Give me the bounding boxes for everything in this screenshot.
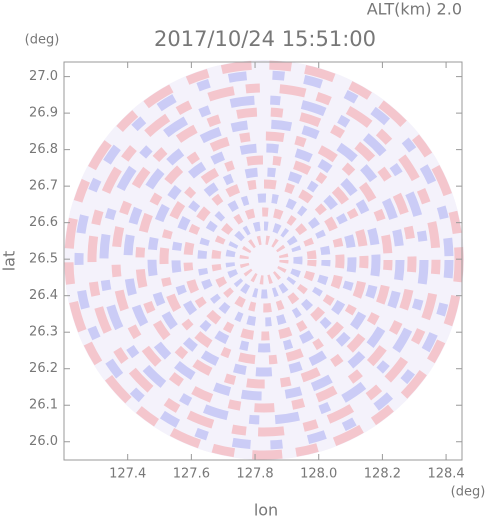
y-axis-label: lat [0,251,19,272]
y-tick-label: 26.8 [29,142,58,157]
x-axis-label: lon [254,501,278,520]
y-tick-label: 26.4 [29,288,58,303]
x-tick-label: 127.6 [173,467,210,482]
x-tick-label: 128.4 [427,467,464,482]
y-tick-label: 26.5 [29,252,58,267]
y-tick-label: 26.1 [29,398,58,413]
x-tick-label: 128.2 [364,467,401,482]
y-tick-label: 26.2 [29,361,58,376]
chart-title: 2017/10/24 15:51:00 [154,27,376,51]
y-tick-label: 26.3 [29,325,58,340]
x-tick-label: 128.0 [300,467,337,482]
plot-frame [63,61,463,461]
y-unit: (deg) [25,33,60,48]
x-tick-label: 127.4 [109,467,146,482]
x-tick-label: 127.8 [236,467,273,482]
y-tick-label: 26.7 [29,179,58,194]
radar-field [64,60,464,460]
y-tick-label: 26.0 [29,434,58,449]
x-unit: (deg) [451,485,486,500]
y-tick-label: 26.6 [29,215,58,230]
annotation: ALT(km) 2.0 [367,0,462,19]
y-tick-label: 26.9 [29,106,58,121]
y-tick-label: 27.0 [29,69,58,84]
